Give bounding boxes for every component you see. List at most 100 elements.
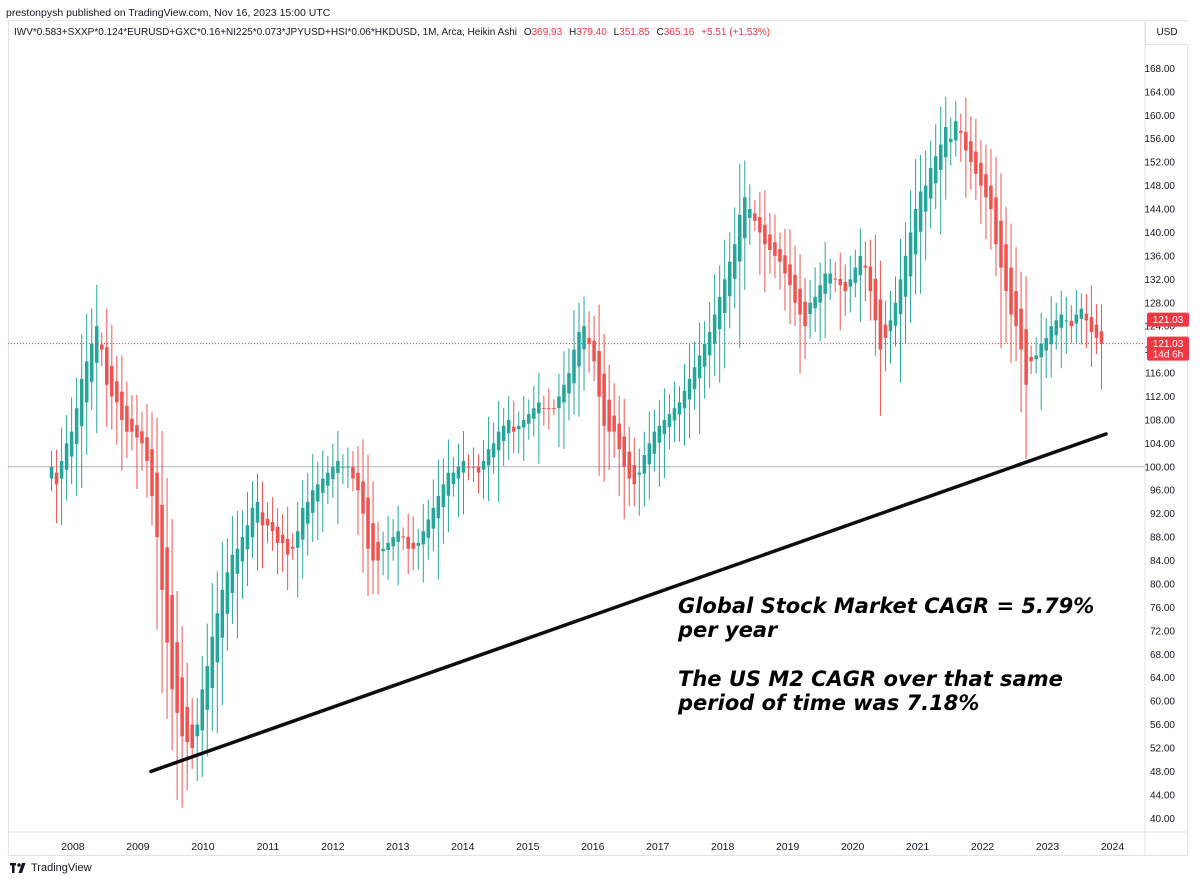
candle-body [642,455,647,474]
candle-body [401,536,405,538]
x-tick-label: 2009 [126,841,150,853]
currency-button[interactable]: USD [1145,22,1188,45]
candle-body [461,460,466,473]
candle-body [1014,291,1018,327]
publish-info: prestonpysh published on TradingView.com… [6,7,331,19]
y-tick-label: 136.00 [1144,251,1175,262]
y-tick-label: 160.00 [1144,111,1175,122]
x-tick-label: 2008 [61,841,85,853]
y-tick-label: 64.00 [1150,673,1175,684]
y-tick-label: 112.00 [1145,392,1175,403]
x-tick-label: 2017 [646,841,670,853]
y-tick-label: 152.00 [1144,158,1175,169]
candle-body [190,724,194,748]
y-tick-label: 156.00 [1144,134,1175,145]
y-tick-label: 100.00 [1144,462,1175,473]
candle-body [682,390,687,409]
candle-body [552,408,556,410]
candle-body [878,299,883,350]
candle-body [607,399,611,432]
countdown-text: 14d 6h [1153,350,1184,361]
tradingview-logo-icon [10,863,26,873]
candle-body [59,460,64,479]
candle-body [697,355,702,379]
y-tick-label: 88.00 [1150,533,1175,544]
open-label: O [523,27,532,38]
candle-body [381,548,385,552]
candle-body [516,425,521,430]
candle-body [496,431,501,451]
symbol-description[interactable]: IWV*0.583+SXXP*0.124*EURUSD+GXC*0.16+NI2… [14,27,518,38]
candle-body [632,465,637,485]
candle-body [964,131,968,151]
candle-body [667,414,672,428]
candle-body [974,151,978,174]
candle-body [959,130,963,133]
candle-body [587,337,591,344]
candle-body [476,466,481,473]
candle-body [637,472,642,475]
candle-body [486,449,491,466]
candle-body [687,378,692,400]
candle-body [848,279,853,287]
candle-body [1024,329,1028,385]
open-value: 369.93 [531,27,563,38]
candle-body [933,156,938,184]
candle-body [451,472,456,485]
y-tick-label: 80.00 [1150,579,1175,590]
x-tick-label: 2021 [906,841,930,853]
candle-body [130,418,134,432]
change-value: +5.51 (+1.53%) [701,27,771,38]
candle-body [220,589,225,638]
candle-body [748,209,752,218]
annotation-m2-line2: period of time was 7.18% [678,691,980,715]
candle-body [838,278,842,286]
candle-body [893,302,898,326]
candle-body [406,536,410,549]
candle-body [979,162,983,186]
candle-body [305,501,310,524]
candle-body [1049,326,1053,345]
y-tick-label: 40.00 [1150,814,1175,825]
x-tick-label: 2020 [841,841,865,853]
tradingview-logo[interactable]: TradingView [10,862,92,874]
y-tick-label: 96.00 [1150,486,1175,497]
candle-body [316,484,320,502]
y-tick-label: 72.00 [1150,626,1175,637]
candle-body [180,677,184,737]
candle-body [491,443,496,458]
candle-body [100,344,104,350]
y-tick-label: 60.00 [1150,697,1175,708]
candle-body [928,168,933,199]
candle-body [235,548,240,574]
candle-body [1089,317,1094,333]
y-tick-label: 92.00 [1150,509,1175,520]
candle-body [793,274,797,303]
candle-body [738,214,742,262]
candle-body [853,267,858,283]
candle-body [361,481,365,514]
candle-body [727,261,732,297]
candle-body [798,288,802,315]
candle-body [943,127,948,158]
candle-body [84,361,89,403]
candle-body [396,531,400,542]
annotation-cagr: Global Stock Market CAGR = 5.79% per yea… [678,594,1094,642]
candle-body [1099,331,1104,344]
candle-body [436,496,441,519]
y-tick-label: 84.00 [1150,556,1175,567]
candle-body [230,554,235,594]
candle-body [1054,320,1059,336]
candle-body [994,197,998,245]
candle-body [466,466,471,468]
x-tick-label: 2016 [581,841,605,853]
trendline[interactable] [149,432,1108,774]
candle-body [1094,324,1099,338]
candle-body [125,405,129,432]
candle-body [1084,313,1089,321]
candle-body [617,423,621,450]
candle-body [788,264,792,286]
candle-body [567,373,571,394]
candle-body [471,466,476,468]
